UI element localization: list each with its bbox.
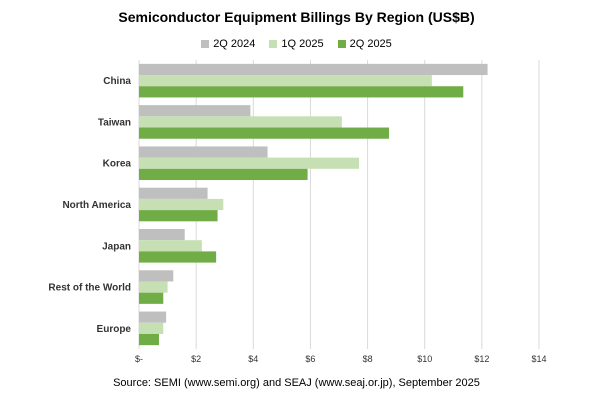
bar-japan-1q-2025 (139, 240, 202, 252)
bar-taiwan-2q-2025 (139, 127, 389, 139)
x-tick-label-6: $12 (474, 354, 489, 364)
legend-swatch (337, 40, 346, 48)
bar-rest-of-the-world-1q-2025 (139, 281, 168, 293)
legend-label: 2Q 2025 (349, 38, 392, 50)
bar-korea-2q-2025 (139, 168, 308, 181)
x-tick-label-0: $- (135, 354, 143, 364)
category-label-korea: Korea (103, 159, 132, 170)
x-tick-label-4: $8 (363, 354, 373, 364)
bar-korea-2q-2024 (139, 146, 268, 158)
bar-north-america-2q-2024 (139, 187, 208, 199)
category-label-japan: Japan (102, 241, 131, 252)
bar-europe-2q-2024 (139, 311, 167, 323)
legend-label: 2Q 2024 (213, 38, 256, 50)
bar-taiwan-1q-2025 (139, 116, 342, 128)
bar-north-america-2q-2025 (139, 210, 218, 222)
x-tick-label-2: $4 (248, 354, 258, 364)
bar-japan-2q-2024 (139, 228, 185, 241)
chart-legend: 2Q 2024 1Q 2025 2Q 2025 (0, 38, 593, 50)
bar-china-2q-2024 (139, 63, 488, 76)
legend-swatch (269, 40, 278, 48)
legend-item-1q-2025: 1Q 2025 (269, 38, 324, 50)
bar-korea-1q-2025 (139, 157, 359, 169)
category-label-rest-of-the-world: Rest of the World (48, 283, 131, 294)
legend-label: 1Q 2025 (281, 38, 324, 50)
category-label-north-america: North America (62, 200, 131, 211)
bar-taiwan-2q-2024 (139, 105, 251, 117)
bar-europe-2q-2025 (139, 333, 159, 346)
source-note: Source: SEMI (www.semi.org) and SEAJ (ww… (113, 377, 480, 389)
x-tick-label-1: $2 (191, 354, 201, 364)
category-label-europe: Europe (97, 324, 132, 335)
chart-title: Semiconductor Equipment Billings By Regi… (118, 9, 475, 25)
x-tick-label-7: $14 (531, 354, 546, 364)
category-label-china: China (103, 76, 131, 87)
bar-europe-1q-2025 (139, 322, 164, 334)
bar-rest-of-the-world-2q-2024 (139, 270, 174, 282)
bar-china-1q-2025 (139, 75, 432, 87)
bar-china-2q-2025 (139, 86, 464, 98)
legend-item-2q-2024: 2Q 2024 (201, 38, 255, 50)
bar-japan-2q-2025 (139, 251, 217, 263)
bar-rest-of-the-world-2q-2025 (139, 292, 164, 304)
x-tick-label-3: $6 (305, 354, 315, 364)
legend-swatch (201, 40, 210, 48)
legend-item-2q-2025: 2Q 2025 (337, 38, 392, 50)
category-label-taiwan: Taiwan (98, 117, 131, 128)
bar-north-america-1q-2025 (139, 198, 224, 211)
x-tick-label-5: $10 (417, 354, 432, 364)
